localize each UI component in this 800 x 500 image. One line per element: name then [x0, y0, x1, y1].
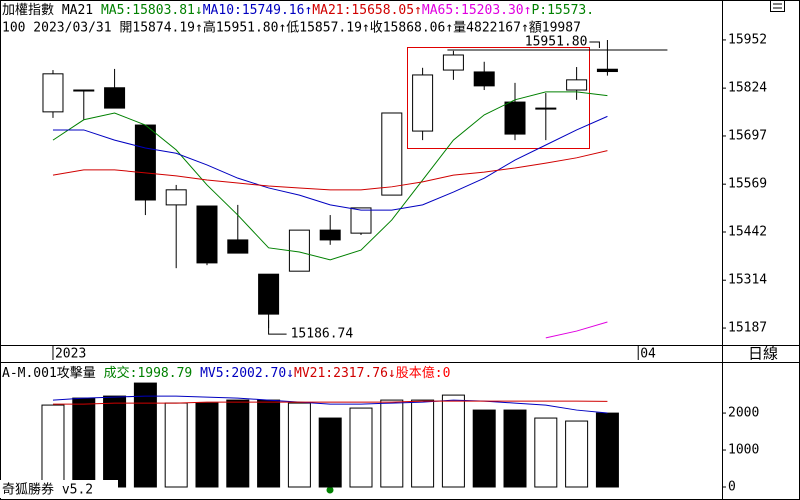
plot-area: 加權指數 MA21 MA5:15803.81↓MA10:15749.16↑MA2…	[2, 3, 668, 488]
candle-body	[412, 74, 434, 132]
volume-bar	[565, 420, 589, 488]
y-tick-label: 15952	[728, 32, 767, 47]
annotation: 15951.80	[525, 34, 588, 49]
candle-body	[104, 87, 126, 109]
annotation-leader	[589, 41, 600, 48]
mv-label: MV5:2002.70↓	[200, 366, 294, 381]
y-tick-label: 15697	[728, 128, 767, 143]
volume-bar	[257, 399, 281, 488]
header-prefix: 加權指數 MA21	[2, 3, 101, 18]
ma-label: MA10:15749.16↑	[203, 3, 313, 18]
y-tick-label: 15824	[728, 81, 767, 96]
panel-title: A-M.001攻擊量	[2, 365, 104, 381]
ma-line	[52, 91, 608, 261]
candle-body	[350, 207, 372, 234]
ma-line	[52, 150, 608, 191]
ma-line	[52, 400, 608, 405]
signal-dot	[326, 486, 334, 494]
y-tick-label: 15569	[728, 177, 767, 192]
volume-bar	[164, 402, 188, 488]
candle-body	[165, 189, 187, 206]
candle-body	[535, 107, 557, 110]
header-line: 加權指數 MA21 MA5:15803.81↓MA10:15749.16↑MA2…	[2, 3, 594, 18]
ma-line	[545, 321, 608, 339]
panel-header: A-M.001攻擊量 成交:1998.79 MV5:2002.70↓MV21:2…	[2, 365, 450, 381]
candle-body	[42, 73, 64, 113]
candle-body	[381, 112, 403, 196]
y-tick-label: 1000	[728, 443, 759, 458]
ma-line	[52, 395, 608, 414]
candle-body	[596, 68, 618, 73]
volume-bar	[72, 397, 96, 488]
volume-bar	[472, 409, 496, 488]
volume-bar	[595, 412, 619, 488]
candle-body	[504, 101, 526, 135]
x-tick-label: 04	[640, 347, 656, 362]
y-tick-label: 15442	[728, 225, 767, 240]
ma-label: MA5:15803.81↓	[101, 3, 203, 18]
volume-bar	[318, 417, 342, 488]
candle-body	[258, 273, 280, 315]
volume-bar	[287, 402, 311, 488]
candle-body	[134, 124, 156, 201]
candle-body	[227, 239, 249, 254]
y-tick-label: 15314	[728, 273, 767, 288]
annotation: 15186.74	[291, 327, 354, 342]
y-tick-label: 2000	[728, 406, 759, 421]
candle-body	[566, 79, 588, 91]
candle-body	[473, 71, 495, 87]
mv-label: MV21:2317.76↓	[294, 366, 396, 381]
capital-label: 股本億:0	[396, 365, 451, 381]
volume-bar	[411, 399, 435, 488]
volume-bar	[349, 407, 373, 488]
volume-label: 成交:1998.79	[104, 365, 200, 381]
x-tick-label: 2023	[55, 347, 86, 362]
volume-bar	[380, 399, 404, 488]
y-tick-label: 0	[728, 480, 736, 495]
y-tick-label: 15187	[728, 321, 767, 336]
ma-label: MA21:15658.05↑	[312, 3, 422, 18]
volume-bar	[103, 395, 127, 488]
ma-line	[52, 115, 608, 211]
timeframe-label[interactable]: 日線	[748, 345, 778, 363]
volume-bar	[195, 402, 219, 488]
candle-body	[319, 229, 341, 241]
annotation-leader	[268, 320, 287, 335]
candle-body	[442, 54, 464, 71]
volume-bar	[534, 417, 558, 488]
highlight-box	[407, 47, 590, 149]
candle-body	[196, 205, 218, 264]
volume-bar	[41, 404, 65, 488]
ma-label: MA65:15203.30↑	[422, 3, 532, 18]
volume-bar	[503, 409, 527, 488]
footer: 奇狐勝券 v5.2	[2, 482, 93, 498]
candle-body	[73, 89, 95, 92]
volume-bar	[226, 399, 250, 488]
footer-bg	[0, 480, 118, 498]
volume-bar	[133, 382, 157, 488]
header-suffix: P:15573.	[531, 3, 594, 18]
window-icon[interactable]	[770, 0, 785, 12]
header-line: 100 2023/03/31 開15874.19↑高15951.80↑低1585…	[2, 20, 581, 36]
volume-bar	[441, 394, 465, 488]
